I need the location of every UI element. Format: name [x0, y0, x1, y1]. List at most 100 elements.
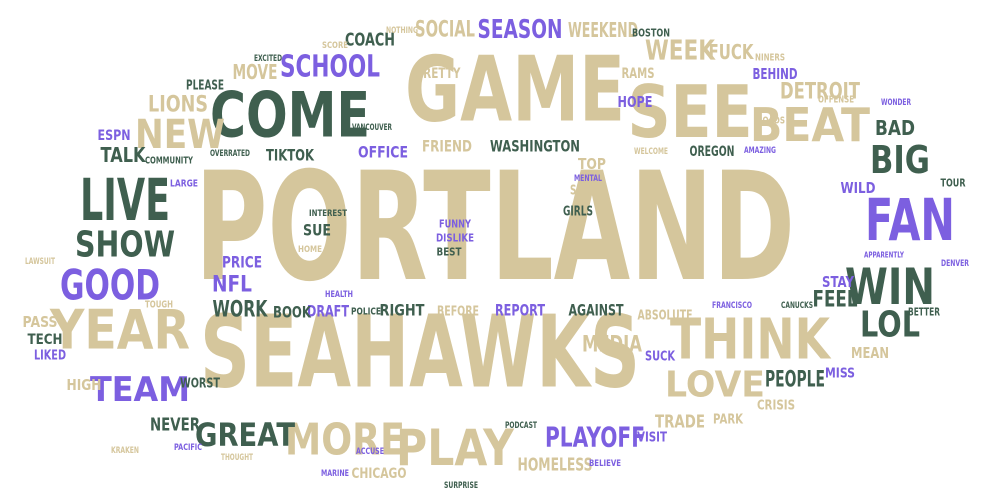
word-playoff: PLAYOFF — [545, 421, 645, 454]
word-right: RIGHT — [380, 301, 425, 320]
word-thought: THOUGHT — [221, 453, 254, 463]
word-funny: FUNNY — [439, 218, 472, 231]
word-good: GOOD — [60, 261, 160, 310]
word-see: SEE — [628, 70, 753, 154]
word-bad: BAD — [875, 116, 915, 140]
word-top: TOP — [578, 155, 606, 173]
word-stay: STAY — [822, 273, 855, 291]
word-more: MORE — [285, 415, 405, 466]
word-home: HOME — [298, 245, 322, 255]
word-washington: WASHINGTON — [490, 137, 580, 156]
word-beat: BEAT — [750, 98, 871, 152]
word-crisis: CRISIS — [757, 399, 795, 414]
word-denver: DENVER — [941, 259, 969, 269]
word-social: SOCIAL — [415, 18, 475, 43]
word-price: PRICE — [222, 253, 262, 272]
word-overrated: OVERRATED — [210, 149, 250, 159]
word-visit: VISIT — [637, 431, 667, 446]
word-accuse: ACCUSE — [356, 447, 384, 457]
word-team: TEAM — [90, 370, 190, 410]
word-health: HEALTH — [325, 290, 353, 300]
word-nfl: NFL — [212, 273, 252, 298]
word-liked: LIKED — [34, 349, 66, 364]
word-miss: MISS — [825, 367, 855, 382]
word-wonder: WONDER — [881, 98, 911, 108]
word-community: COMMUNITY — [145, 156, 194, 167]
word-excited: EXCITED — [254, 54, 282, 64]
word-draft: DRAFT — [307, 302, 349, 321]
word-never: NEVER — [150, 415, 200, 436]
word-work: WORK — [213, 298, 269, 323]
word-homeless: HOMELESS — [518, 455, 593, 476]
word-pretty: PRETTY — [416, 66, 462, 82]
word-lol: LOL — [860, 305, 920, 346]
word-school: SCHOOL — [280, 50, 380, 85]
word-tour: TOUR — [941, 177, 966, 190]
word-report: REPORT — [495, 301, 545, 320]
word-book: BOOK — [273, 303, 311, 322]
word-play: PLAY — [396, 419, 515, 477]
word-tough: TOUGH — [145, 300, 173, 311]
word-trade: TRADE — [655, 412, 705, 433]
word-score: SCORE — [322, 41, 348, 51]
word-vancouver: VANCOUVER — [352, 123, 392, 133]
word-new: NEW — [135, 112, 225, 158]
word-police: POLICE — [351, 307, 381, 318]
word-live: LIVE — [80, 166, 170, 234]
word-sue: SUE — [303, 221, 331, 240]
word-before: BEFORE — [437, 305, 479, 320]
word-move: MOVE — [233, 60, 278, 84]
word-lions: LIONS — [148, 93, 208, 118]
word-interest: INTEREST — [309, 209, 348, 219]
word-feel: FEEL — [813, 288, 858, 313]
word-girls: GIRLS — [563, 205, 593, 220]
word-weekend: WEEKEND — [568, 18, 638, 42]
word-kraken: KRAKEN — [111, 446, 139, 456]
word-fuck: FUCK — [709, 40, 755, 64]
word-podcast: PODCAST — [505, 421, 538, 431]
word-worst: WORST — [180, 377, 220, 392]
word-large: LARGE — [170, 179, 198, 190]
word-rams: RAMS — [622, 66, 655, 82]
word-tiktok: TIKTOK — [266, 146, 314, 165]
word-big: BIG — [870, 138, 930, 182]
word-pacific: PACIFIC — [174, 443, 202, 453]
word-week: WEEK — [645, 34, 716, 67]
word-please: PLEASE — [186, 79, 224, 94]
word-niners: NINERS — [755, 53, 785, 64]
word-surprise: SURPRISE — [444, 481, 478, 491]
word-game: GAME — [405, 38, 625, 143]
word-chicago: CHICAGO — [352, 466, 407, 482]
word-talk: TALK — [101, 143, 147, 167]
word-tech: TECH — [28, 332, 63, 348]
word-absolute: ABSOLUTE — [638, 309, 693, 324]
word-suck: SUCK — [645, 350, 676, 365]
word-best: BEST — [437, 246, 462, 259]
word-office: OFFICE — [358, 143, 408, 162]
word-portland: PORTLAND — [195, 141, 795, 315]
word-think: THINK — [670, 308, 832, 373]
word-against: AGAINST — [569, 301, 624, 320]
word-park: PARK — [713, 413, 744, 428]
word-lawsuit: LAWSUIT — [25, 257, 56, 267]
word-canucks: CANUCKS — [781, 301, 813, 311]
word-mental: MENTAL — [574, 174, 602, 184]
word-apparently: APPARENTLY — [864, 251, 904, 260]
word-better: BETTER — [908, 306, 940, 319]
word-season: SEASON — [478, 15, 563, 45]
word-oregon: OREGON — [690, 144, 735, 160]
word-wild: WILD — [841, 179, 876, 197]
word-shop: SHOP — [570, 184, 598, 199]
word-boston: BOSTON — [632, 27, 670, 40]
word-win: WIN — [845, 258, 935, 316]
word-hope: HOPE — [618, 93, 653, 111]
word-mean: MEAN — [851, 344, 889, 362]
word-dislike: DISLIKE — [436, 232, 474, 245]
word-come: COME — [210, 79, 370, 152]
word-media: MEDIA — [582, 333, 642, 358]
word-roads: ROADS — [757, 116, 785, 127]
word-francisco: FRANCISCO — [712, 301, 752, 311]
word-fan: FAN — [865, 186, 955, 254]
word-high: HIGH — [67, 376, 102, 394]
